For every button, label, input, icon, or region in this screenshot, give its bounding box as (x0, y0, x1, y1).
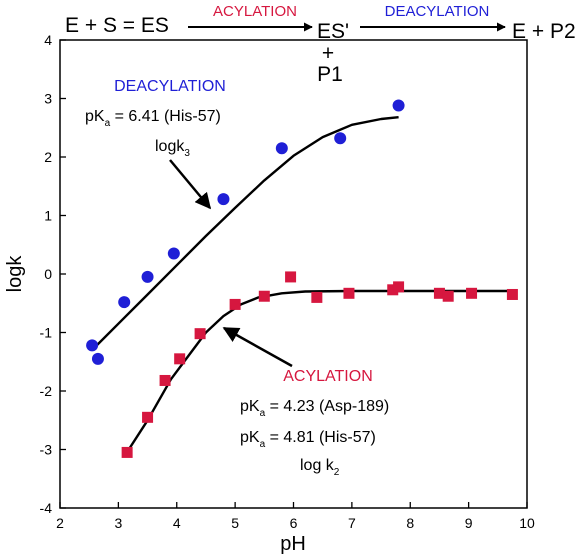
data-point (343, 287, 355, 299)
data-point (217, 193, 230, 206)
x-tick-label: 9 (465, 515, 473, 531)
x-tick-label: 8 (406, 515, 414, 531)
data-point (159, 374, 171, 386)
acylation-rate-label: log k (300, 457, 335, 474)
acylation-rate: log k2 (300, 457, 340, 478)
data-point (141, 270, 154, 283)
deacylation-arrow (169, 159, 212, 210)
scheme-product1: P1 (317, 63, 343, 86)
data-point (506, 288, 518, 300)
data-points (86, 99, 518, 458)
acylation-pka1: pKa = 4.23 (Asp-189) (240, 398, 389, 419)
data-point (387, 284, 399, 296)
deacylation-annotation: DEACYLATION pKa = 6.41 (His-57) logk3 (85, 78, 226, 210)
x-axis-label: pH (280, 533, 306, 555)
deacylation-rate: logk3 (155, 138, 190, 159)
y-tick-label: -2 (40, 383, 53, 399)
acylation-pka2: pKa = 4.81 (His-57) (240, 429, 376, 450)
x-tick-label: 3 (114, 515, 122, 531)
x-tick-label: 10 (519, 515, 535, 531)
deacylation-rate-sub: 3 (184, 148, 190, 159)
data-point (275, 142, 288, 155)
acylation-rate-sub: 2 (334, 467, 340, 478)
data-point (393, 281, 405, 293)
acylation-pka2-value: = 4.81 (His-57) (265, 429, 376, 446)
deacylation-pka-label: pK (85, 108, 105, 125)
x-tick-label: 2 (56, 515, 64, 531)
scheme-plus: + (322, 42, 334, 65)
data-point (167, 247, 180, 260)
scheme-step2-label: DEACYLATION (385, 3, 490, 20)
y-tick-label: -1 (40, 325, 53, 341)
y-tick-label: 3 (44, 91, 52, 107)
deacylation-pka-value: = 6.41 (His-57) (110, 108, 221, 125)
fit-curve (91, 116, 399, 351)
data-point (334, 132, 347, 145)
deacylation-rate-label: logk (155, 138, 185, 155)
deacylation-pka: pKa = 6.41 (His-57) (85, 108, 221, 129)
x-tick-label: 6 (290, 515, 298, 531)
acylation-pka2-sub: a (260, 439, 266, 450)
scheme-left: E + S = ES (65, 14, 169, 37)
y-tick-label: 4 (44, 32, 52, 48)
data-point (194, 328, 206, 340)
data-point (466, 287, 478, 299)
data-point (258, 290, 270, 302)
data-point (121, 446, 133, 458)
acylation-pka1-label: pK (240, 398, 260, 415)
deacylation-title: DEACYLATION (114, 78, 226, 95)
x-tick-label: 7 (348, 515, 356, 531)
data-point (86, 339, 99, 352)
y-tick-label: 2 (44, 149, 52, 165)
data-point (442, 290, 454, 302)
data-point (118, 296, 131, 309)
data-point (311, 291, 323, 303)
acylation-arrow (222, 326, 293, 368)
y-tick-label: -3 (40, 442, 53, 458)
scheme-step1-label: ACYLATION (213, 3, 297, 20)
data-point (433, 287, 445, 299)
y-ticks: -4 -3 -2 -1 0 1 2 3 4 (40, 32, 66, 516)
x-tick-label: 5 (231, 515, 239, 531)
reaction-scheme: E + S = ES ACYLATION ES' + P1 DEACYLATIO… (65, 3, 576, 86)
data-point (229, 298, 241, 310)
acylation-title: ACYLATION (283, 368, 373, 385)
x-tick-label: 4 (173, 515, 181, 531)
scheme-right: E + P2 (512, 20, 576, 43)
data-point (174, 353, 186, 365)
acylation-pka1-sub: a (260, 408, 266, 419)
acylation-pka2-label: pK (240, 429, 260, 446)
acylation-pka1-value: = 4.23 (Asp-189) (265, 398, 389, 415)
y-axis-label: logk (4, 255, 26, 293)
data-point (285, 271, 297, 283)
y-tick-label: 1 (44, 208, 52, 224)
y-tick-label: -4 (40, 500, 53, 516)
y-tick-label: 0 (44, 266, 52, 282)
scheme-mid: ES' (317, 20, 349, 43)
deacylation-pka-sub: a (105, 118, 111, 129)
data-point (91, 352, 104, 365)
data-point (142, 411, 154, 423)
data-point (392, 99, 405, 112)
acylation-annotation: ACYLATION pKa = 4.23 (Asp-189) pKa = 4.8… (222, 326, 389, 478)
axes: 2 3 4 5 6 7 8 9 10 -4 -3 -2 -1 0 1 2 3 4 pH logk (4, 32, 535, 555)
x-ticks: 2 3 4 5 6 7 8 9 10 (56, 502, 535, 531)
